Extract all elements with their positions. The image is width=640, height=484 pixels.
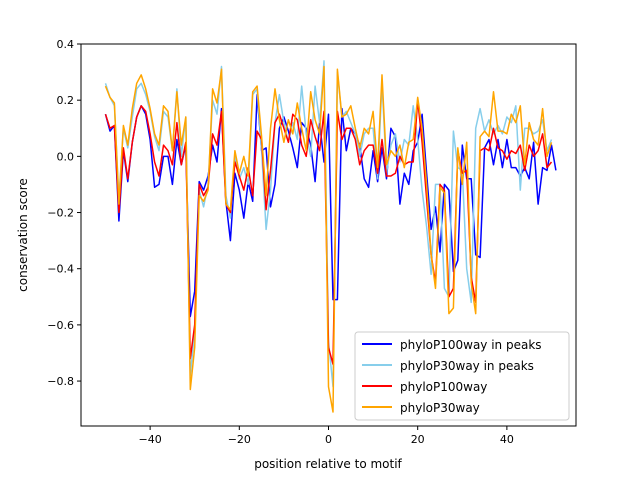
series-line-3 (104, 65, 553, 413)
legend-label: phyloP30way in peaks (400, 359, 534, 373)
y-axis: 0.4 0.2 0.0 −0.2 −0.4 −0.6 −0.8 (47, 38, 81, 388)
y-tick-label: −0.4 (47, 263, 74, 276)
x-axis-label: position relative to motif (254, 457, 402, 471)
legend-label: phyloP100way (400, 380, 487, 394)
x-tick-label: 20 (411, 433, 425, 446)
y-tick-label: −0.8 (47, 375, 74, 388)
x-tick-label: −40 (139, 433, 162, 446)
y-tick-label: −0.6 (47, 319, 74, 332)
x-tick-label: 0 (325, 433, 332, 446)
y-tick-label: 0.0 (57, 150, 75, 163)
x-tick-label: −20 (228, 433, 251, 446)
y-tick-label: −0.2 (47, 207, 74, 220)
y-tick-label: 0.4 (57, 38, 75, 51)
legend: phyloP100way in peaks phyloP30way in peak… (354, 331, 570, 421)
legend-box (354, 331, 570, 421)
series-lines (104, 60, 557, 413)
legend-label: phyloP100way in peaks (400, 338, 542, 352)
x-axis: −40 −20 0 20 40 (139, 426, 514, 446)
y-tick-label: 0.2 (57, 94, 75, 107)
y-axis-label: conservation score (16, 178, 30, 292)
series-line-0 (104, 93, 557, 318)
legend-label: phyloP30way (400, 401, 480, 415)
x-tick-label: 40 (500, 433, 514, 446)
